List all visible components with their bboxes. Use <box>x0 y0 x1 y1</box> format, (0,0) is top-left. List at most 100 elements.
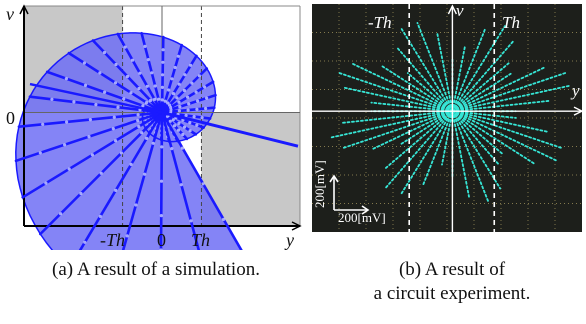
trajectory-point <box>197 74 201 78</box>
trajectory-point <box>161 73 165 77</box>
trajectory-point <box>138 71 142 75</box>
trajectory-point <box>178 105 182 109</box>
trajectory-point <box>177 82 181 86</box>
trajectory-point <box>182 88 186 93</box>
trajectory-point <box>194 90 198 94</box>
trajectory-point <box>150 71 154 75</box>
trajectory-point <box>44 181 48 185</box>
trajectory-point <box>63 143 67 147</box>
trajectory-point <box>167 88 171 92</box>
trace-ray <box>451 99 551 113</box>
trace-ray <box>342 110 454 149</box>
trace-ray <box>451 66 545 113</box>
trace-ray <box>343 86 454 113</box>
x-tick-th: Th <box>191 230 210 250</box>
trajectory-point <box>161 48 165 52</box>
oscilloscope-svg: -Th Th v y 200[mV] 200[mV] <box>312 1 584 232</box>
trajectory-point <box>173 65 177 70</box>
trajectory-point <box>144 101 149 105</box>
trace-ray <box>385 110 454 169</box>
trajectory-point <box>189 63 193 67</box>
trajectory-point <box>168 119 172 123</box>
trace-ray <box>341 110 454 124</box>
trajectory-point <box>176 54 180 58</box>
trace-ray <box>416 21 454 113</box>
trajectory-point <box>160 145 164 149</box>
trajectory-point <box>182 125 187 129</box>
trace-ray <box>396 46 454 113</box>
trajectory-point <box>87 135 91 139</box>
trajectory-point <box>170 147 174 151</box>
trajectory-point <box>143 172 147 176</box>
trace-ray <box>451 110 502 190</box>
trajectory-point <box>72 100 76 104</box>
trace-ray <box>451 110 536 165</box>
trace-ray <box>330 110 454 139</box>
trace-ray <box>451 110 504 155</box>
trajectory-point <box>204 106 208 111</box>
trace-ray <box>451 39 516 113</box>
trajectory-point <box>140 131 144 135</box>
trajectory-point <box>163 99 167 103</box>
trajectory-point <box>125 234 129 238</box>
trace-ray <box>451 110 501 166</box>
simulation-plot-svg: y v -Th 0 Th 0 <box>6 4 302 324</box>
caption-experiment-line1: (b) A result of <box>398 259 506 280</box>
trajectory-point <box>187 102 191 106</box>
trajectory-point <box>59 212 63 216</box>
trajectory-point <box>114 188 118 192</box>
trajectory-point <box>160 98 164 102</box>
trajectory-point <box>145 84 149 88</box>
trajectory-point <box>114 62 118 67</box>
trajectory-point <box>177 100 181 104</box>
trajectory-point <box>195 123 199 127</box>
overlay-lines <box>312 4 584 232</box>
trajectory-point <box>175 96 179 100</box>
trajectory-point <box>103 90 107 94</box>
y-axis-label-b: y <box>570 81 580 100</box>
scale-label-horizontal: 200[mV] <box>338 210 386 225</box>
trajectory-point <box>186 95 190 99</box>
trace-ray <box>451 110 565 150</box>
trajectory-point <box>99 171 103 175</box>
trajectory-point <box>166 101 170 105</box>
x-tick-zero: 0 <box>157 230 166 250</box>
trajectory-point <box>102 50 107 55</box>
trajectory-point <box>129 162 133 166</box>
trajectory-point <box>177 109 181 113</box>
trajectory-point <box>159 214 163 218</box>
trace-ray <box>400 110 454 145</box>
trajectory-point <box>196 99 200 103</box>
trajectory-point <box>171 92 176 96</box>
trajectory-point <box>67 167 71 171</box>
trajectory-point <box>41 122 45 126</box>
trajectory-point <box>137 86 141 91</box>
trace-ray <box>451 110 470 198</box>
trajectory-point <box>123 45 127 49</box>
trajectory-point <box>179 183 183 187</box>
trajectory-point <box>112 115 116 119</box>
trajectory-point <box>114 139 118 143</box>
trace-ray <box>451 110 489 202</box>
trace-ray <box>436 33 454 113</box>
trajectory-point <box>79 191 83 196</box>
trace-ray <box>451 27 487 113</box>
trajectory-point <box>153 84 157 88</box>
trajectory-point <box>189 219 193 223</box>
overlay-y-arrow <box>573 106 584 116</box>
trajectory-point <box>171 118 175 122</box>
simulation-plot: y v -Th 0 Th 0 <box>0 0 306 324</box>
scale-label-vertical: 200[mV] <box>312 160 327 208</box>
trajectory-point <box>159 179 164 183</box>
trajectory-point <box>98 71 102 75</box>
trajectory-point <box>130 58 135 62</box>
trajectory-point <box>145 136 149 140</box>
trajectory-point <box>192 115 196 119</box>
trace-ray <box>351 62 454 113</box>
trajectory-point <box>153 97 157 101</box>
trajectory-point <box>119 151 123 155</box>
trajectory-point <box>190 81 194 85</box>
trajectory-point <box>90 153 94 157</box>
threshold-label-neg: -Th <box>368 13 392 32</box>
trajectory-point <box>111 127 115 131</box>
